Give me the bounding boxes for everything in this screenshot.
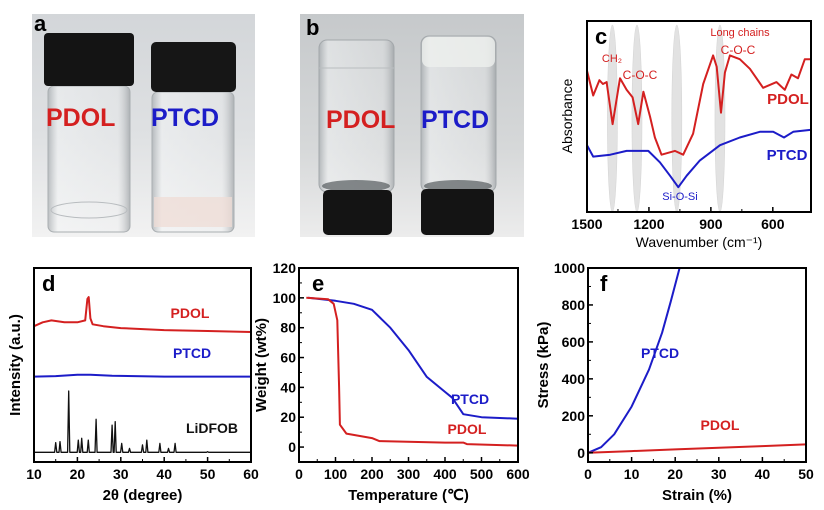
series-label: PDOL — [701, 417, 740, 433]
x-tick-label: 400 — [433, 466, 457, 482]
x-axis-label: 2θ (degree) — [103, 487, 183, 504]
plot-frame — [587, 267, 807, 463]
y-tick-label: 0 — [577, 445, 585, 461]
x-tick-label: 100 — [324, 466, 348, 482]
series-label: PDOL — [171, 305, 210, 321]
y-tick-label: 400 — [562, 371, 586, 387]
vial-label: PTCD — [421, 106, 489, 134]
x-tick-label: 10 — [624, 466, 640, 482]
series-line-ptcd — [586, 128, 811, 189]
panel-label: b — [306, 15, 319, 40]
vial-label: PDOL — [46, 104, 115, 132]
y-axis-label: Stress (kPa) — [535, 322, 552, 409]
vial-pdol — [44, 33, 134, 233]
x-tick-label: 200 — [360, 466, 384, 482]
vial-ptcd — [151, 42, 236, 233]
panel-label: e — [312, 271, 324, 296]
series-label: PTCD — [173, 345, 211, 361]
y-tick-label: 800 — [562, 297, 586, 313]
y-tick-label: 100 — [273, 290, 297, 306]
series-line-ptcd — [587, 267, 681, 454]
y-tick-label: 80 — [280, 320, 296, 336]
x-tick-label: 60 — [243, 466, 259, 482]
x-tick-label: 20 — [667, 466, 683, 482]
y-tick-label: 40 — [280, 379, 296, 395]
y-tick-label: 0 — [288, 439, 296, 455]
annotation: Si-O-Si — [662, 191, 697, 203]
x-tick-label: 1200 — [633, 216, 664, 232]
x-tick-label: 0 — [295, 466, 303, 482]
series-label: PDOL — [448, 421, 487, 437]
y-tick-label: 600 — [562, 334, 586, 350]
x-tick-label: 50 — [798, 466, 814, 482]
x-tick-label: 600 — [506, 466, 530, 482]
y-tick-label: 20 — [280, 409, 296, 425]
x-tick-label: 0 — [584, 466, 592, 482]
annotation: C-O-C — [721, 43, 756, 57]
y-axis-label: Absorbance — [559, 78, 575, 153]
x-tick-label: 500 — [470, 466, 494, 482]
x-tick-label: 300 — [397, 466, 421, 482]
x-tick-label: 10 — [26, 466, 42, 482]
chart-panel-f: PTCD PDOL 0 10 20 30 40 50 0 200 400 600 800 1000 Stra… — [535, 260, 814, 504]
annotation: Long chains — [710, 27, 770, 39]
y-tick-label: 120 — [273, 260, 297, 276]
panel-label: f — [600, 271, 608, 296]
series-line-pdol — [587, 443, 807, 454]
x-tick-label: 50 — [200, 466, 216, 482]
vial-label: PDOL — [326, 106, 395, 134]
cap-icon — [323, 190, 392, 235]
x-tick-label: 30 — [113, 466, 129, 482]
panel-label: c — [595, 24, 607, 49]
x-axis-label: Strain (%) — [662, 487, 732, 504]
cap-icon — [421, 189, 494, 235]
x-axis-label: Temperature (℃) — [348, 487, 469, 504]
panel-label: d — [42, 271, 55, 296]
photo-panel-a: a PDOL PTCD — [32, 11, 255, 237]
series-label: PTCD — [767, 147, 808, 164]
series-label: LiDFOB — [186, 420, 238, 436]
series-line-lidfob — [34, 390, 251, 453]
chart-panel-c: PDOL PTCD 1500 1200 900 600 Wavenumber (cm⁻¹) A… — [559, 20, 812, 250]
x-tick-label: 900 — [699, 216, 723, 232]
y-axis-label: Weight (wt%) — [253, 318, 270, 412]
annotation: CH₂ — [602, 53, 622, 65]
y-tick-label: 60 — [280, 350, 296, 366]
x-tick-label: 30 — [711, 466, 727, 482]
x-axis-label: Wavenumber (cm⁻¹) — [636, 234, 763, 250]
y-axis-label: Intensity (a.u.) — [7, 314, 24, 416]
vial-ptcd-inverted — [420, 35, 497, 235]
cap-icon — [151, 42, 236, 92]
chart-panel-d: PDOL PTCD LiDFOB 10 20 30 40 50 60 2θ (degree) Int… — [7, 267, 259, 504]
series-label: PTCD — [451, 391, 489, 407]
series-line-ptcd — [33, 373, 251, 378]
series-line-pdol — [306, 296, 519, 447]
x-tick-label: 40 — [156, 466, 172, 482]
x-tick-label: 40 — [755, 466, 771, 482]
vial-label: PTCD — [151, 104, 219, 132]
chart-panel-e: PTCD PDOL 0 100 200 300 400 500 600 0 20 40 60 80 100 1… — [253, 260, 530, 504]
y-tick-label: 200 — [562, 408, 586, 424]
series-line-pdol — [33, 296, 252, 333]
x-tick-label: 1500 — [571, 216, 602, 232]
cap-icon — [44, 33, 134, 86]
series-line-ptcd — [307, 296, 519, 420]
plot-frame — [586, 20, 812, 213]
x-tick-label: 20 — [70, 466, 86, 482]
series-line-pdol — [586, 54, 811, 156]
x-tick-label: 600 — [761, 216, 785, 232]
panel-label: a — [34, 11, 47, 36]
y-tick-label: 1000 — [554, 260, 585, 276]
series-label: PDOL — [767, 91, 809, 108]
vial-pdol-inverted — [318, 39, 395, 235]
series-label: PTCD — [641, 345, 679, 361]
annotation: C-O-C — [623, 68, 658, 82]
photo-panel-b: b PDOL PTCD — [300, 14, 524, 237]
